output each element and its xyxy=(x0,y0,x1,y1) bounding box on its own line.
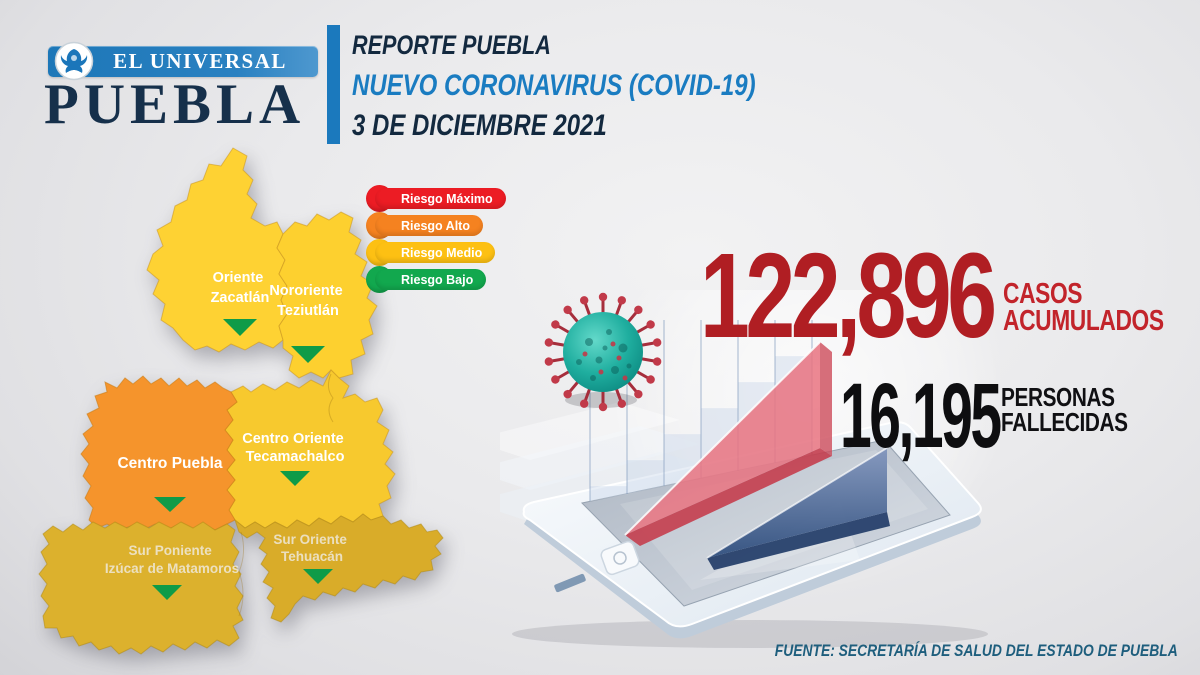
region-sur-oriente-tehuacan xyxy=(233,513,444,623)
region-nororiente-teziutlan xyxy=(276,211,378,379)
legend-item-bajo: Riesgo Bajo xyxy=(366,266,506,293)
tablet-shadow xyxy=(512,620,988,648)
legend-label: Riesgo Bajo xyxy=(401,272,474,287)
report-title: REPORTE PUEBLA xyxy=(352,30,551,60)
legend-item-maximo: Riesgo Máximo xyxy=(366,185,506,212)
region-label-sur-poniente: Sur Poniente Izúcar de Matamoros xyxy=(105,543,239,576)
region-oriente-zacatlan xyxy=(146,147,288,353)
trend-down-icon xyxy=(291,346,325,363)
risk-legend: Riesgo Máximo Riesgo Alto Riesgo Medio R… xyxy=(366,185,506,296)
region-centro-puebla xyxy=(80,375,238,531)
source-attribution: FUENTE: SECRETARÍA DE SALUD DEL ESTADO D… xyxy=(775,642,1178,660)
legend-label: Riesgo Máximo xyxy=(401,191,493,206)
legend-label: Riesgo Alto xyxy=(401,218,470,233)
deaths-trend-wedge xyxy=(706,447,890,570)
region-label-centro-puebla: Centro Puebla xyxy=(117,455,222,472)
region-label-zacatlan: Oriente Zacatlán xyxy=(211,270,270,306)
puebla-risk-map: Oriente Zacatlán Nororiente Teziutlán Ce… xyxy=(35,142,455,667)
trend-down-icon xyxy=(303,569,333,584)
cases-accumulated-value: 122,896 xyxy=(700,227,997,363)
tablet-home-button xyxy=(600,540,640,576)
region-label-sur-oriente: Sur Oriente Tehuacán xyxy=(273,532,350,564)
legend-item-alto: Riesgo Alto xyxy=(366,212,506,239)
region-label-teziutlan: Nororiente Teziutlán xyxy=(269,283,346,319)
region-label-tecamachalco: Centro Oriente Tecamachalco xyxy=(242,431,348,465)
region-sur-poniente-izucar xyxy=(38,521,244,655)
legend-item-medio: Riesgo Medio xyxy=(366,239,506,266)
eagle-emblem-icon xyxy=(54,41,94,81)
report-date: 3 DE DICIEMBRE 2021 xyxy=(352,109,607,142)
coronavirus-icon xyxy=(542,291,664,413)
cases-trend-wedge xyxy=(624,341,832,546)
legend-label: Riesgo Medio xyxy=(401,245,483,260)
trend-down-icon xyxy=(154,497,186,512)
logo-banner: EL UNIVERSAL xyxy=(48,46,318,77)
report-header: REPORTE PUEBLA NUEVO CORONAVIRUS (COVID-… xyxy=(352,30,857,143)
deaths-label: PERSONAS FALLECIDAS xyxy=(1001,382,1128,437)
brand-name: EL UNIVERSAL xyxy=(113,49,287,73)
trend-down-icon xyxy=(280,471,310,486)
trend-down-icon xyxy=(152,585,182,600)
tablet-chart-illustration xyxy=(470,190,1010,652)
trend-down-icon xyxy=(223,319,257,336)
report-subtitle: NUEVO CORONAVIRUS (COVID-19) xyxy=(352,69,756,102)
tablet-side-port xyxy=(554,573,586,593)
cases-accumulated-label: CASOS ACUMULADOS xyxy=(1003,278,1164,337)
edition-title: PUEBLA xyxy=(44,73,306,136)
deaths-value: 16,195 xyxy=(840,365,1002,467)
header-divider-bar xyxy=(327,25,340,144)
